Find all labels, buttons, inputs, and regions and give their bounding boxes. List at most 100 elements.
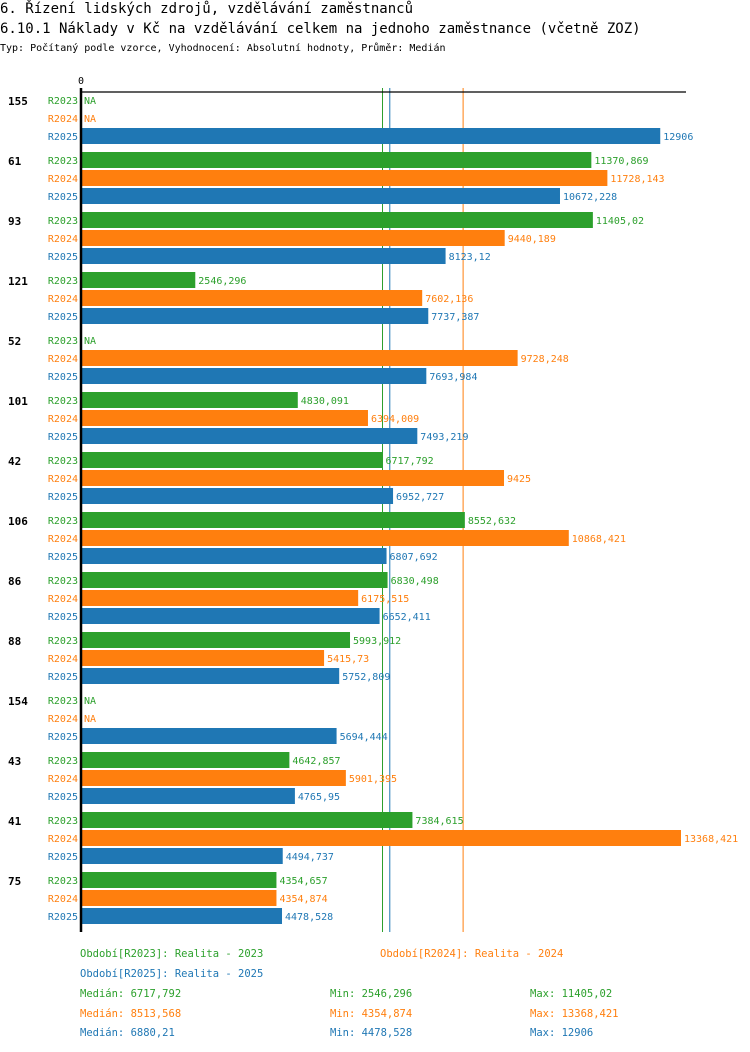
bar-value-label: 13368,421 bbox=[684, 834, 738, 845]
category-label: 154 bbox=[8, 695, 28, 708]
bar-value-label: 4494,737 bbox=[286, 852, 334, 863]
series-row-label: R2025 bbox=[48, 252, 78, 263]
bar-chart: 0 155 R2023 NA R2024 NA R2025 12906 61 R2023 11370… bbox=[8, 76, 738, 932]
bar-r2024 bbox=[81, 890, 277, 906]
series-row-label: R2023 bbox=[48, 516, 78, 527]
bar-r2024 bbox=[81, 650, 325, 666]
stat-min-r2025: Min: 4478,528 bbox=[330, 1027, 413, 1039]
bar-r2025 bbox=[81, 428, 418, 444]
bar-r2023 bbox=[81, 812, 413, 828]
bar-r2025 bbox=[81, 848, 283, 864]
bar-r2025 bbox=[81, 128, 661, 144]
bar-r2024 bbox=[81, 290, 423, 306]
series-row-label: R2024 bbox=[48, 414, 78, 425]
legend-r2023: Období[R2023]: Realita - 2023 bbox=[80, 948, 264, 960]
series-row-label: R2024 bbox=[48, 174, 78, 185]
bar-value-label: 9728,248 bbox=[521, 354, 569, 365]
legend-r2025: Období[R2025]: Realita - 2025 bbox=[80, 968, 264, 980]
bar-value-label: 6717,792 bbox=[386, 456, 434, 467]
bar-value-label: 11405,02 bbox=[596, 216, 644, 227]
bar-r2025 bbox=[81, 728, 337, 744]
bar-r2024 bbox=[81, 350, 518, 366]
bar-value-label: 11370,869 bbox=[594, 156, 648, 167]
bar-r2024 bbox=[81, 170, 608, 186]
series-row-label: R2024 bbox=[48, 354, 78, 365]
na-label: NA bbox=[84, 96, 96, 107]
category-label: 86 bbox=[8, 575, 22, 588]
series-row-label: R2025 bbox=[48, 432, 78, 443]
category-label: 106 bbox=[8, 515, 28, 528]
series-row-label: R2023 bbox=[48, 396, 78, 407]
bar-value-label: 9425 bbox=[507, 474, 531, 485]
series-row-label: R2023 bbox=[48, 216, 78, 227]
series-row-label: R2024 bbox=[48, 234, 78, 245]
series-row-label: R2024 bbox=[48, 774, 78, 785]
bar-r2023 bbox=[81, 392, 298, 408]
category-label: 42 bbox=[8, 455, 21, 468]
series-row-label: R2023 bbox=[48, 156, 78, 167]
bar-value-label: 11728,143 bbox=[610, 174, 664, 185]
bar-value-label: 6652,411 bbox=[383, 612, 431, 623]
bar-r2023 bbox=[81, 212, 593, 228]
chart-title: 6.10.1 Náklady v Kč na vzdělávání celkem… bbox=[0, 21, 641, 37]
series-row-label: R2025 bbox=[48, 372, 78, 383]
category-label: 41 bbox=[8, 815, 22, 828]
category-label: 155 bbox=[8, 95, 28, 108]
bar-r2025 bbox=[81, 608, 380, 624]
series-row-label: R2023 bbox=[48, 636, 78, 647]
axis-zero-label: 0 bbox=[78, 76, 84, 87]
series-row-label: R2023 bbox=[48, 96, 78, 107]
category-label: 52 bbox=[8, 335, 21, 348]
category-label: 88 bbox=[8, 635, 21, 648]
series-row-label: R2025 bbox=[48, 312, 78, 323]
bar-value-label: 7602,136 bbox=[425, 294, 473, 305]
na-label: NA bbox=[84, 696, 96, 707]
bar-value-label: 6394,009 bbox=[371, 414, 419, 425]
bar-r2024 bbox=[81, 590, 359, 606]
bar-r2025 bbox=[81, 788, 295, 804]
stat-max-r2025: Max: 12906 bbox=[530, 1027, 594, 1039]
bar-r2023 bbox=[81, 752, 290, 768]
bar-value-label: 7493,219 bbox=[420, 432, 468, 443]
bar-value-label: 6175,515 bbox=[361, 594, 409, 605]
bar-value-label: 5415,73 bbox=[327, 654, 369, 665]
stat-min-r2023: Min: 2546,296 bbox=[330, 988, 413, 1000]
bar-value-label: 7693,984 bbox=[429, 372, 477, 383]
bar-value-label: 4830,091 bbox=[301, 396, 349, 407]
series-row-label: R2025 bbox=[48, 612, 78, 623]
bar-value-label: 9440,189 bbox=[508, 234, 556, 245]
series-row-label: R2024 bbox=[48, 594, 78, 605]
na-label: NA bbox=[84, 714, 96, 725]
bar-value-label: 10868,421 bbox=[572, 534, 626, 545]
bar-r2023 bbox=[81, 452, 383, 468]
series-row-label: R2024 bbox=[48, 114, 78, 125]
stat-min-r2024: Min: 4354,874 bbox=[330, 1008, 413, 1020]
bar-r2024 bbox=[81, 830, 681, 846]
bar-value-label: 8123,12 bbox=[449, 252, 491, 263]
bar-value-label: 7737,387 bbox=[431, 312, 479, 323]
series-row-label: R2024 bbox=[48, 294, 78, 305]
series-row-label: R2023 bbox=[48, 876, 78, 887]
bar-value-label: 4354,657 bbox=[279, 876, 327, 887]
section-title: 6. Řízení lidských zdrojů, vzdělávání za… bbox=[0, 1, 414, 17]
bar-r2024 bbox=[81, 470, 505, 486]
bar-r2023 bbox=[81, 572, 388, 588]
category-label: 75 bbox=[8, 875, 21, 888]
series-row-label: R2023 bbox=[48, 336, 78, 347]
bar-r2025 bbox=[81, 908, 283, 924]
bar-r2025 bbox=[81, 668, 340, 684]
bar-r2025 bbox=[81, 248, 446, 264]
stat-max-r2024: Max: 13368,421 bbox=[530, 1008, 619, 1020]
series-row-label: R2025 bbox=[48, 912, 78, 923]
series-row-label: R2025 bbox=[48, 132, 78, 143]
bar-value-label: 4765,95 bbox=[298, 792, 340, 803]
bar-r2024 bbox=[81, 530, 569, 546]
bar-r2025 bbox=[81, 368, 427, 384]
series-row-label: R2023 bbox=[48, 756, 78, 767]
bar-value-label: 7384,615 bbox=[415, 816, 463, 827]
stat-median-r2025: Medián: 6880,21 bbox=[80, 1027, 175, 1039]
series-row-label: R2025 bbox=[48, 852, 78, 863]
na-label: NA bbox=[84, 114, 96, 125]
category-label: 43 bbox=[8, 755, 21, 768]
bar-value-label: 4354,874 bbox=[279, 894, 327, 905]
